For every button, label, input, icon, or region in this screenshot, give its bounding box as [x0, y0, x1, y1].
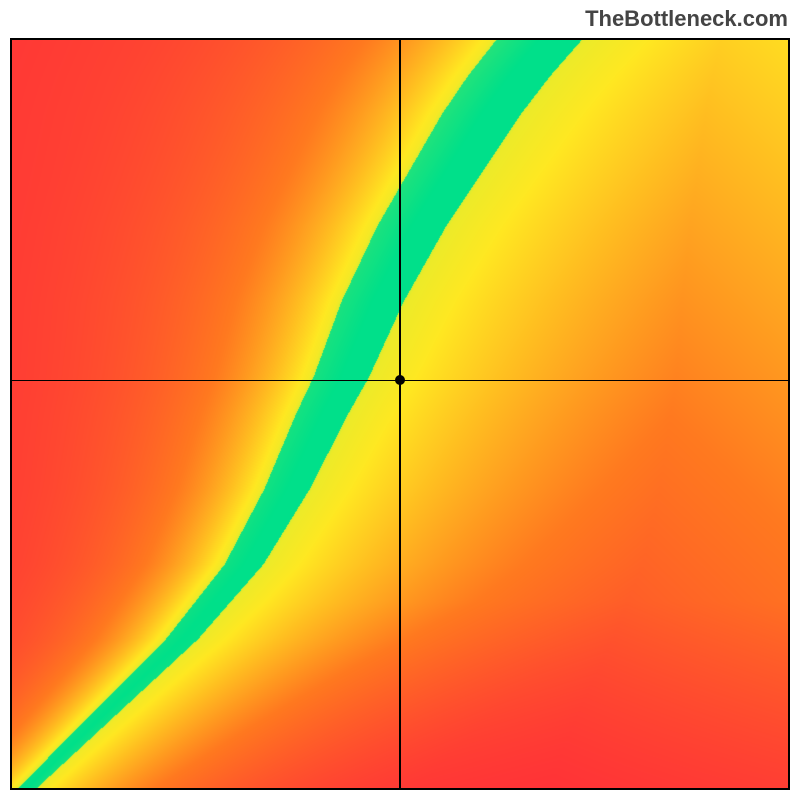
crosshair-vertical [399, 38, 400, 790]
chart-container: { "watermark": { "text": "TheBottleneck.… [0, 0, 800, 800]
crosshair-marker [395, 375, 405, 385]
watermark-text: TheBottleneck.com [585, 6, 788, 32]
